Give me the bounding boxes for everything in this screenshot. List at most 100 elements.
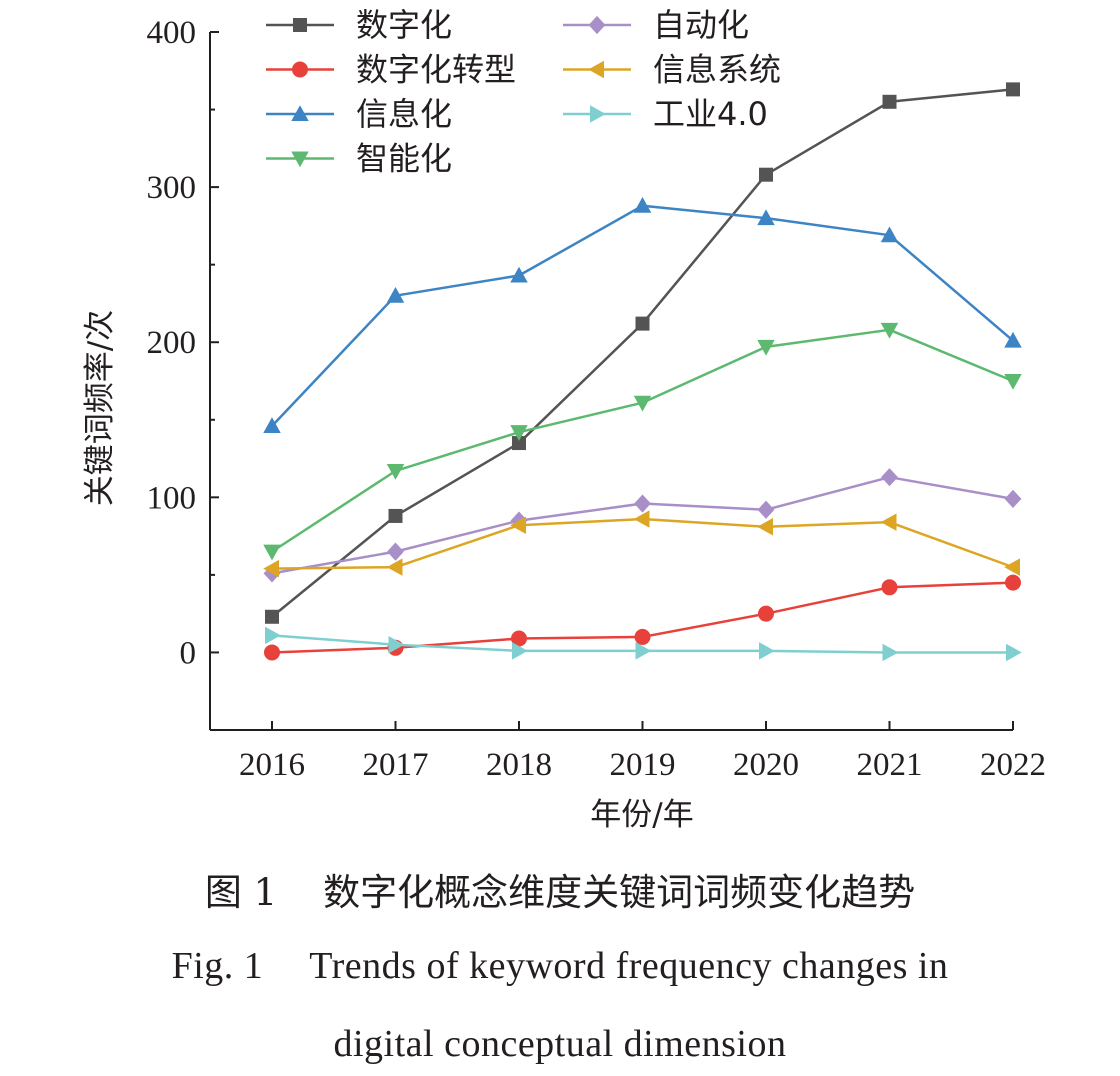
data-point <box>510 425 528 441</box>
data-point <box>1004 489 1022 508</box>
figure-title-english-line2: digital conceptual dimension <box>333 1023 787 1065</box>
data-point <box>880 322 899 339</box>
legend-label: 智能化 <box>356 140 452 178</box>
figure-title-english-line1: Trends of keyword frequency changes in <box>309 945 949 987</box>
data-point <box>633 395 652 412</box>
legend-marker <box>588 15 606 35</box>
legend-item: 工业4.0 <box>563 95 768 133</box>
data-point <box>882 643 899 662</box>
data-point <box>880 226 899 243</box>
data-point <box>1006 82 1020 97</box>
data-point <box>759 642 775 660</box>
data-point <box>1006 643 1022 662</box>
chart-series <box>263 82 1022 662</box>
legend-item: 信息化 <box>266 95 452 133</box>
data-point <box>388 508 403 523</box>
data-point <box>512 642 528 660</box>
data-point <box>633 510 650 528</box>
legend-item: 数字化转型 <box>266 51 516 89</box>
legend-marker <box>291 105 309 121</box>
figure-number-chinese: 图 1 <box>204 871 278 914</box>
data-point <box>757 339 775 356</box>
y-tick-label: 100 <box>147 480 197 516</box>
data-point <box>757 500 775 519</box>
data-point <box>758 605 774 622</box>
legend-item: 自动化 <box>563 6 749 44</box>
figure-title-chinese: 数字化概念维度关键词词频变化趋势 <box>323 871 916 914</box>
data-point <box>386 463 405 480</box>
data-point <box>263 559 279 578</box>
data-point <box>757 209 775 226</box>
series-工业4.0 <box>265 626 1022 662</box>
line-chart: 0 100 200 300 400 2016 2017 2018 2019 2020 2021 202… <box>82 6 1047 833</box>
data-point <box>881 579 898 596</box>
y-tick-label: 0 <box>180 635 197 671</box>
figure-caption-english: Fig. 1 Trends of keyword frequency change… <box>0 944 1120 988</box>
series-line <box>271 204 1014 427</box>
y-tick-label: 200 <box>147 325 197 361</box>
data-point <box>635 316 650 331</box>
series-信息化 <box>263 196 1022 433</box>
figure-caption-english-line2: digital conceptual dimension <box>0 1022 1120 1066</box>
series-智能化 <box>263 322 1022 561</box>
data-point <box>634 628 651 645</box>
x-axis-title: 年份/年 <box>590 797 693 833</box>
x-tick-label: 2018 <box>486 747 552 783</box>
legend-marker <box>293 18 307 32</box>
legend-item: 智能化 <box>266 140 452 178</box>
data-point <box>386 286 405 303</box>
legend-marker <box>291 151 309 168</box>
legend-label: 工业4.0 <box>653 95 768 133</box>
data-point <box>633 196 652 213</box>
figure-number-english: Fig. 1 <box>171 945 264 987</box>
data-point <box>512 436 526 451</box>
data-point <box>1004 558 1020 576</box>
data-point <box>511 630 527 647</box>
data-point <box>635 642 652 660</box>
data-point <box>387 542 404 561</box>
figure-caption-chinese: 图 1 数字化概念维度关键词词频变化趋势 <box>0 862 1120 916</box>
data-point <box>265 609 279 624</box>
legend-label: 信息系统 <box>653 51 781 89</box>
series-自动化 <box>263 468 1022 583</box>
data-point <box>880 513 897 531</box>
chart-axes: 0 100 200 300 400 2016 2017 2018 2019 2020 2021 202… <box>147 15 1047 783</box>
data-point <box>1004 374 1022 390</box>
data-point <box>263 417 281 433</box>
data-point <box>265 626 281 645</box>
legend-label: 数字化 <box>356 6 452 44</box>
y-tick-label: 400 <box>147 15 197 51</box>
data-point <box>881 468 898 487</box>
series-数字化 <box>265 82 1020 624</box>
data-point <box>759 167 773 182</box>
x-tick-label: 2019 <box>610 747 676 783</box>
legend-marker <box>590 105 606 123</box>
data-point <box>510 516 526 535</box>
data-point <box>634 494 651 513</box>
data-point <box>386 558 403 576</box>
data-point <box>1004 331 1022 348</box>
data-point <box>882 94 897 109</box>
legend-label: 自动化 <box>653 6 749 44</box>
x-tick-label: 2020 <box>733 747 799 783</box>
x-tick-label: 2021 <box>857 747 923 783</box>
x-tick-label: 2017 <box>363 747 429 783</box>
x-tick-label: 2016 <box>239 747 305 783</box>
legend-item: 数字化 <box>266 6 452 44</box>
data-point <box>510 266 528 283</box>
legend-marker <box>292 61 308 78</box>
data-point <box>757 518 773 536</box>
legend-item: 信息系统 <box>563 51 781 89</box>
legend-label: 信息化 <box>356 95 452 133</box>
x-tick-label: 2022 <box>980 747 1046 783</box>
y-axis-title: 关键词频率/次 <box>82 310 118 506</box>
legend-label: 数字化转型 <box>356 51 516 89</box>
legend-marker <box>588 60 604 79</box>
y-tick-label: 300 <box>147 170 197 206</box>
data-point <box>1005 574 1021 591</box>
data-point <box>388 635 405 654</box>
data-point <box>264 644 280 661</box>
data-point <box>263 544 281 561</box>
series-信息系统 <box>263 510 1020 578</box>
